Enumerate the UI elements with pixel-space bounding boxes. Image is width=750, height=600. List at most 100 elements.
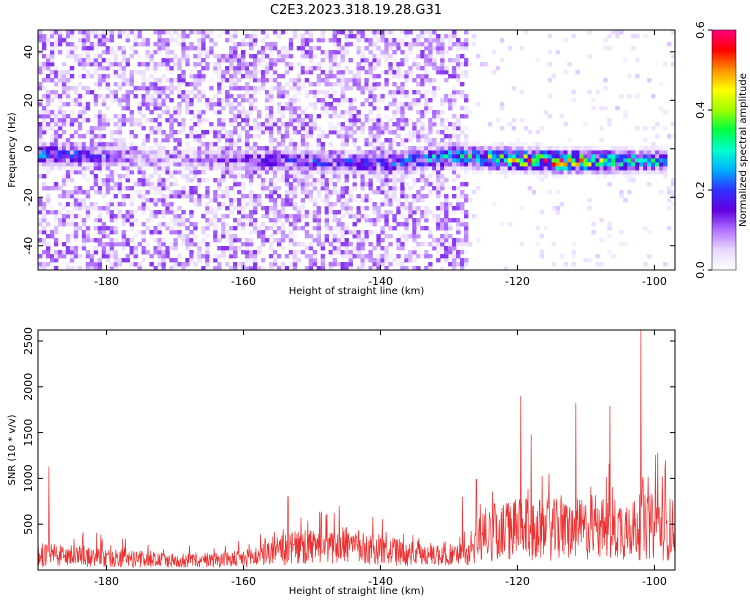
spectrogram-cell [225,166,230,171]
spectrogram-cell [460,262,465,267]
spectrogram-cell [555,146,560,151]
spectrogram-cell [129,78,134,83]
spectrogram-cell [328,142,334,147]
spectrogram-cell [392,94,397,99]
spectrogram-cell [599,150,604,155]
spectrogram-cell [324,54,330,59]
spectrogram-cell [392,38,397,43]
spectrogram-cell [268,154,274,159]
spectrogram-cell [284,54,290,59]
spectrogram-cell [376,146,381,151]
spectrogram-cell [93,206,99,211]
spectrogram-cell [300,242,306,247]
spectrogram-cell [53,210,59,215]
spectrogram-cell [456,38,461,43]
spectrogram-cell [463,198,469,203]
spectrogram-cell [173,242,178,247]
spectrogram-cell [539,250,545,255]
spectrogram-cell [599,138,604,143]
spectrogram-cell [249,54,254,59]
spectrogram-cell [49,50,55,55]
spectrogram-cell [229,94,234,99]
spectrogram-cell [241,162,246,167]
spectrogram-cell [149,58,154,63]
spectrogram-cell [452,42,457,47]
spectrogram-cell [607,250,612,255]
spectrogram-cell [241,198,246,203]
spectrogram-cell [229,34,234,39]
spectrogram-cell [280,166,286,171]
spectrogram-cell [177,206,182,211]
spectrogram-cell [149,198,154,203]
spectrogram-cell [408,154,413,159]
spectrogram-cell [320,198,326,203]
spectrogram-cell [356,246,361,251]
spectrogram-cell [145,134,150,139]
spectrogram-cell [336,246,341,251]
spectrogram-cell [456,146,461,151]
spectrogram-cell [249,94,254,99]
spectrogram-cell [344,178,349,183]
spectrogram-cell [456,170,461,175]
spectrogram-cell [356,238,361,243]
spectrogram-cell [571,154,576,159]
spectrogram-cell [376,166,381,171]
spectrogram-cell [384,174,389,179]
spectrogram-cell [384,210,389,215]
spectrogram-cell [197,94,202,99]
spectrogram-cell [169,162,174,167]
spectrogram-cell [264,186,270,191]
spectrogram-cell [276,194,282,199]
spectrogram-cell [256,90,262,95]
spectrogram-cell [671,182,675,187]
spectrogram-cell [109,34,115,39]
spectrogram-cell [316,170,322,175]
spectrogram-cell [105,74,111,79]
spectrogram-cell [256,182,262,187]
spectrogram-cell [483,150,489,155]
spectrogram-cell [169,154,174,159]
spectrogram-cell [276,102,282,107]
spectrogram-cell [61,74,67,79]
spectrogram-cell [153,126,158,131]
spectrogram-cell [69,254,75,259]
spectrogram-cell [161,202,166,207]
spectrogram-cell [615,106,620,111]
spectrogram-cell [587,162,592,167]
spectrogram-cell [372,126,377,131]
spectrogram-cell [348,106,353,111]
spectrogram-cell [213,222,218,227]
spectrogram-cell [264,62,270,67]
spectrogram-cell [245,266,250,270]
spectrogram-cell [121,30,126,35]
spectrogram-cell [237,62,242,67]
spectrogram-cell [340,182,345,187]
spectrogram-cell [376,126,381,131]
spectrogram-cell [432,166,437,171]
spectrogram-cell [101,242,107,247]
spectrogram-cell [392,114,397,119]
spectrogram-cell [49,146,55,151]
spectrogram-cell [145,78,150,83]
spectrogram-cell [332,170,337,175]
spectrogram-cell [416,98,421,103]
spectrogram-cell [372,266,377,270]
spectrogram-cell [109,162,115,167]
spectrogram-cell [205,254,210,259]
spectrogram-cell [444,154,449,159]
spectrogram-cell [360,266,365,270]
spectrogram-cell [153,98,158,103]
spectrogram-cell [161,242,166,247]
spectrogram-cell [408,202,413,207]
spectrogram-cell [296,162,302,167]
spectrogram-cell [53,266,59,270]
spectrogram-cell [69,42,75,47]
spectrogram-cell [571,170,576,175]
spectrogram-cell [336,262,341,267]
x-tick-label: -120 [505,575,530,588]
spectrogram-cell [511,146,517,151]
spectrogram-cell [73,250,79,255]
spectrogram-cell [344,266,349,270]
spectrogram-cell [671,178,675,183]
spectrogram-cell [424,158,429,163]
